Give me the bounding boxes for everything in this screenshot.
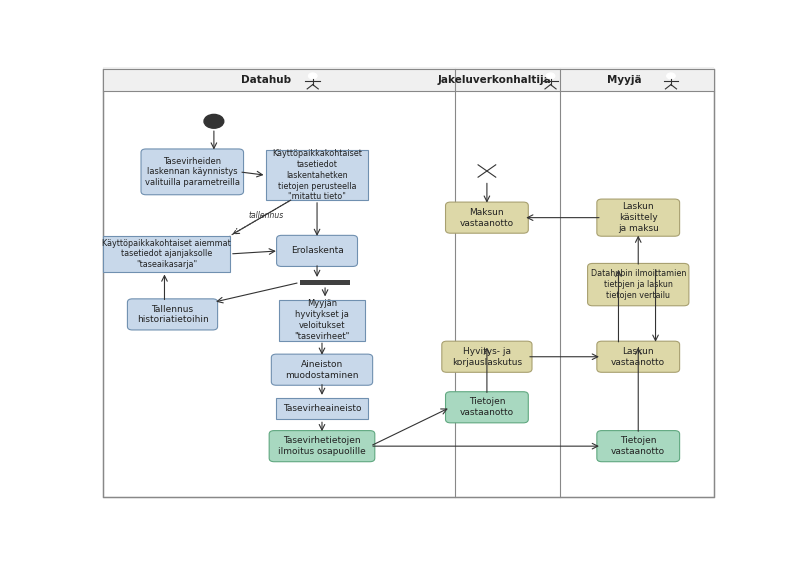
- FancyBboxPatch shape: [446, 202, 528, 233]
- Bar: [300, 280, 351, 285]
- Text: Myyjä: Myyjä: [607, 75, 642, 85]
- Text: Tietojen
vastaanotto: Tietojen vastaanotto: [460, 397, 514, 417]
- Circle shape: [546, 73, 555, 79]
- Text: Aineiston
muodostaminen: Aineiston muodostaminen: [285, 360, 359, 380]
- Circle shape: [473, 162, 501, 181]
- Text: Tallennus
historiatietoihin: Tallennus historiatietoihin: [136, 305, 208, 324]
- Text: Datahubin ilmoittamien
tietojen ja laskun
tietojen vertailu: Datahubin ilmoittamien tietojen ja lasku…: [591, 269, 686, 300]
- FancyBboxPatch shape: [446, 392, 528, 423]
- Circle shape: [666, 73, 675, 79]
- FancyBboxPatch shape: [587, 264, 689, 306]
- Bar: [266, 150, 368, 200]
- Text: Jakeluverkonhaltija: Jakeluverkonhaltija: [438, 75, 552, 85]
- FancyBboxPatch shape: [141, 149, 244, 195]
- Text: Laskun
käsittely
ja maksu: Laskun käsittely ja maksu: [618, 203, 658, 233]
- FancyBboxPatch shape: [597, 431, 680, 462]
- Bar: [277, 398, 367, 420]
- Text: Tietojen
vastaanotto: Tietojen vastaanotto: [611, 436, 665, 456]
- Text: Laskun
vastaanotto: Laskun vastaanotto: [611, 347, 665, 367]
- FancyBboxPatch shape: [269, 431, 375, 462]
- Text: Myyjän
hyvitykset ja
veloitukset
"tasevirheet": Myyjän hyvitykset ja veloitukset "tasevi…: [294, 300, 350, 341]
- Text: Tasevirhetietojen
ilmoitus osapuolille: Tasevirhetietojen ilmoitus osapuolille: [278, 436, 366, 456]
- FancyBboxPatch shape: [597, 341, 680, 373]
- Text: Tasevirheaineisto: Tasevirheaineisto: [283, 404, 361, 413]
- FancyBboxPatch shape: [442, 341, 532, 373]
- Text: tallennus: tallennus: [249, 210, 284, 219]
- Text: Käyttöpaikkakohtaiset
tasetiedot
laskentahetken
tietojen perusteella
"mitattu ti: Käyttöpaikkakohtaiset tasetiedot laskent…: [272, 149, 362, 201]
- Bar: [559, 67, 714, 91]
- Text: Käyttöpaikkakohtaiset aiemmat
tasetiedot ajanjaksolle
"taseaikasarja": Käyttöpaikkakohtaiset aiemmat tasetiedot…: [102, 238, 230, 269]
- Text: Erolaskenta: Erolaskenta: [291, 246, 344, 255]
- Bar: [103, 67, 455, 91]
- Text: Tasevirheiden
laskennan käynnistys
valituilla parametreilla: Tasevirheiden laskennan käynnistys valit…: [145, 157, 240, 187]
- FancyBboxPatch shape: [271, 354, 373, 385]
- Text: Hyvitys- ja
korjauslaskutus: Hyvitys- ja korjauslaskutus: [452, 347, 522, 367]
- Bar: [103, 236, 230, 272]
- Bar: [279, 300, 365, 341]
- Text: Datahub: Datahub: [241, 75, 292, 85]
- Circle shape: [308, 73, 317, 79]
- FancyBboxPatch shape: [277, 236, 358, 266]
- Circle shape: [204, 114, 224, 128]
- FancyBboxPatch shape: [597, 199, 680, 236]
- Text: Maksun
vastaanotto: Maksun vastaanotto: [460, 208, 514, 228]
- FancyBboxPatch shape: [128, 299, 218, 330]
- Bar: [455, 67, 559, 91]
